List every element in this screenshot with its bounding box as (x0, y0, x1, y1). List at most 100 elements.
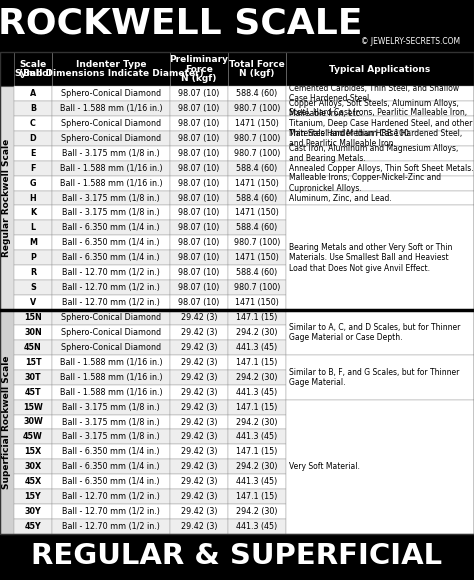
Text: 147.1 (15): 147.1 (15) (237, 492, 278, 501)
Bar (286, 176, 474, 191)
Text: 98.07 (10): 98.07 (10) (178, 268, 219, 277)
Bar (14, 52, 52, 86)
Bar (14, 519, 52, 534)
Text: 29.42 (3): 29.42 (3) (181, 477, 217, 486)
Bar (52, 250, 170, 265)
Text: Ball - 6.350 mm (1/4 in.): Ball - 6.350 mm (1/4 in.) (62, 447, 160, 456)
Text: D: D (30, 134, 36, 143)
Text: 147.1 (15): 147.1 (15) (237, 313, 278, 322)
Text: 98.07 (10): 98.07 (10) (178, 283, 219, 292)
Bar (14, 235, 52, 250)
Text: Steel, Hard Cast Irons, Pearlitic Malleable Iron,
Titanium, Deep Case Hardened S: Steel, Hard Cast Irons, Pearlitic Mallea… (289, 108, 473, 138)
Text: 29.42 (3): 29.42 (3) (181, 433, 217, 441)
Bar (170, 52, 228, 86)
Text: 29.42 (3): 29.42 (3) (181, 507, 217, 516)
Text: K: K (30, 208, 36, 218)
Bar (14, 220, 52, 235)
Text: 980.7 (100): 980.7 (100) (234, 134, 280, 143)
Bar (228, 220, 286, 235)
Text: 29.42 (3): 29.42 (3) (181, 447, 217, 456)
Text: Sphero-Conical Diamond: Sphero-Conical Diamond (61, 134, 161, 143)
Bar (52, 519, 170, 534)
Text: 294.2 (30): 294.2 (30) (236, 507, 278, 516)
Bar (170, 176, 228, 191)
Text: 15X: 15X (25, 447, 42, 456)
Text: Ball - 1.588 mm (1/16 in.): Ball - 1.588 mm (1/16 in.) (60, 104, 162, 113)
Bar (0, 86, 14, 310)
Text: Typical Applications: Typical Applications (329, 64, 430, 74)
Bar (14, 310, 52, 325)
Bar (170, 250, 228, 265)
Text: Sphero-Conical Diamond: Sphero-Conical Diamond (61, 343, 161, 352)
Bar (228, 86, 286, 101)
Text: Similar to B, F, and G Scales, but for Thinner
Gage Material.: Similar to B, F, and G Scales, but for T… (289, 368, 459, 387)
Text: Ball - 1.588 mm (1/16 in.): Ball - 1.588 mm (1/16 in.) (60, 373, 162, 382)
Bar (14, 489, 52, 504)
Bar (14, 474, 52, 489)
Text: Ball - 12.70 mm (1/2 in.): Ball - 12.70 mm (1/2 in.) (62, 507, 160, 516)
Bar (14, 265, 52, 280)
Bar (228, 265, 286, 280)
Text: 98.07 (10): 98.07 (10) (178, 223, 219, 233)
Bar (52, 459, 170, 474)
Bar (14, 161, 52, 176)
Bar (14, 504, 52, 519)
Bar (52, 385, 170, 400)
Bar (286, 310, 474, 355)
Text: C: C (30, 119, 36, 128)
Text: 1471 (150): 1471 (150) (235, 253, 279, 262)
Bar (14, 101, 52, 116)
Bar (14, 369, 52, 385)
Text: 980.7 (100): 980.7 (100) (234, 238, 280, 247)
Text: Superficial Rockwell Scale: Superficial Rockwell Scale (2, 355, 11, 489)
Text: 29.42 (3): 29.42 (3) (181, 492, 217, 501)
Bar (14, 295, 52, 310)
Text: Sphero-Conical Diamond: Sphero-Conical Diamond (61, 89, 161, 98)
Text: 98.07 (10): 98.07 (10) (178, 253, 219, 262)
Text: Ball - 3.175 mm (1/8 in.): Ball - 3.175 mm (1/8 in.) (62, 418, 160, 426)
Text: 588.4 (60): 588.4 (60) (237, 268, 278, 277)
Bar (228, 52, 286, 86)
Text: 294.2 (30): 294.2 (30) (236, 328, 278, 337)
Bar (52, 205, 170, 220)
Text: Regular Rockwell Scale: Regular Rockwell Scale (2, 139, 11, 257)
Text: Similar to A, C, and D Scales, but for Thinner
Gage Material or Case Depth.: Similar to A, C, and D Scales, but for T… (289, 322, 460, 342)
Text: Ball - 12.70 mm (1/2 in.): Ball - 12.70 mm (1/2 in.) (62, 298, 160, 307)
Bar (228, 205, 286, 220)
Text: Ball - 1.588 mm (1/16 in.): Ball - 1.588 mm (1/16 in.) (60, 387, 162, 397)
Bar (14, 131, 52, 146)
Text: Cast Iron, Aluminum and Magnesium Alloys,
and Bearing Metals.: Cast Iron, Aluminum and Magnesium Alloys… (289, 143, 458, 163)
Bar (170, 519, 228, 534)
Bar (228, 474, 286, 489)
Text: 29.42 (3): 29.42 (3) (181, 387, 217, 397)
Bar (286, 52, 474, 86)
Text: 98.07 (10): 98.07 (10) (178, 194, 219, 202)
Text: L: L (30, 223, 36, 233)
Bar (228, 161, 286, 176)
Bar (14, 146, 52, 161)
Bar (228, 146, 286, 161)
Text: 29.42 (3): 29.42 (3) (181, 522, 217, 531)
Bar (170, 235, 228, 250)
Bar (228, 116, 286, 131)
Bar (170, 101, 228, 116)
Text: 441.3 (45): 441.3 (45) (237, 477, 278, 486)
Bar (52, 504, 170, 519)
Text: 98.07 (10): 98.07 (10) (178, 164, 219, 173)
Text: 98.07 (10): 98.07 (10) (178, 208, 219, 218)
Text: A: A (30, 89, 36, 98)
Bar (170, 340, 228, 355)
Bar (14, 400, 52, 415)
Text: 98.07 (10): 98.07 (10) (178, 89, 219, 98)
Text: Scale
Symbol: Scale Symbol (14, 60, 52, 78)
Text: Ball - 1.588 mm (1/16 in.): Ball - 1.588 mm (1/16 in.) (60, 179, 162, 187)
Text: 294.2 (30): 294.2 (30) (236, 418, 278, 426)
Bar (286, 86, 474, 101)
Text: 15N: 15N (24, 313, 42, 322)
Text: 29.42 (3): 29.42 (3) (181, 328, 217, 337)
Text: 294.2 (30): 294.2 (30) (236, 373, 278, 382)
Text: Ball - 6.350 mm (1/4 in.): Ball - 6.350 mm (1/4 in.) (62, 223, 160, 233)
Bar (228, 191, 286, 205)
Text: Ball - 6.350 mm (1/4 in.): Ball - 6.350 mm (1/4 in.) (62, 253, 160, 262)
Bar (52, 265, 170, 280)
